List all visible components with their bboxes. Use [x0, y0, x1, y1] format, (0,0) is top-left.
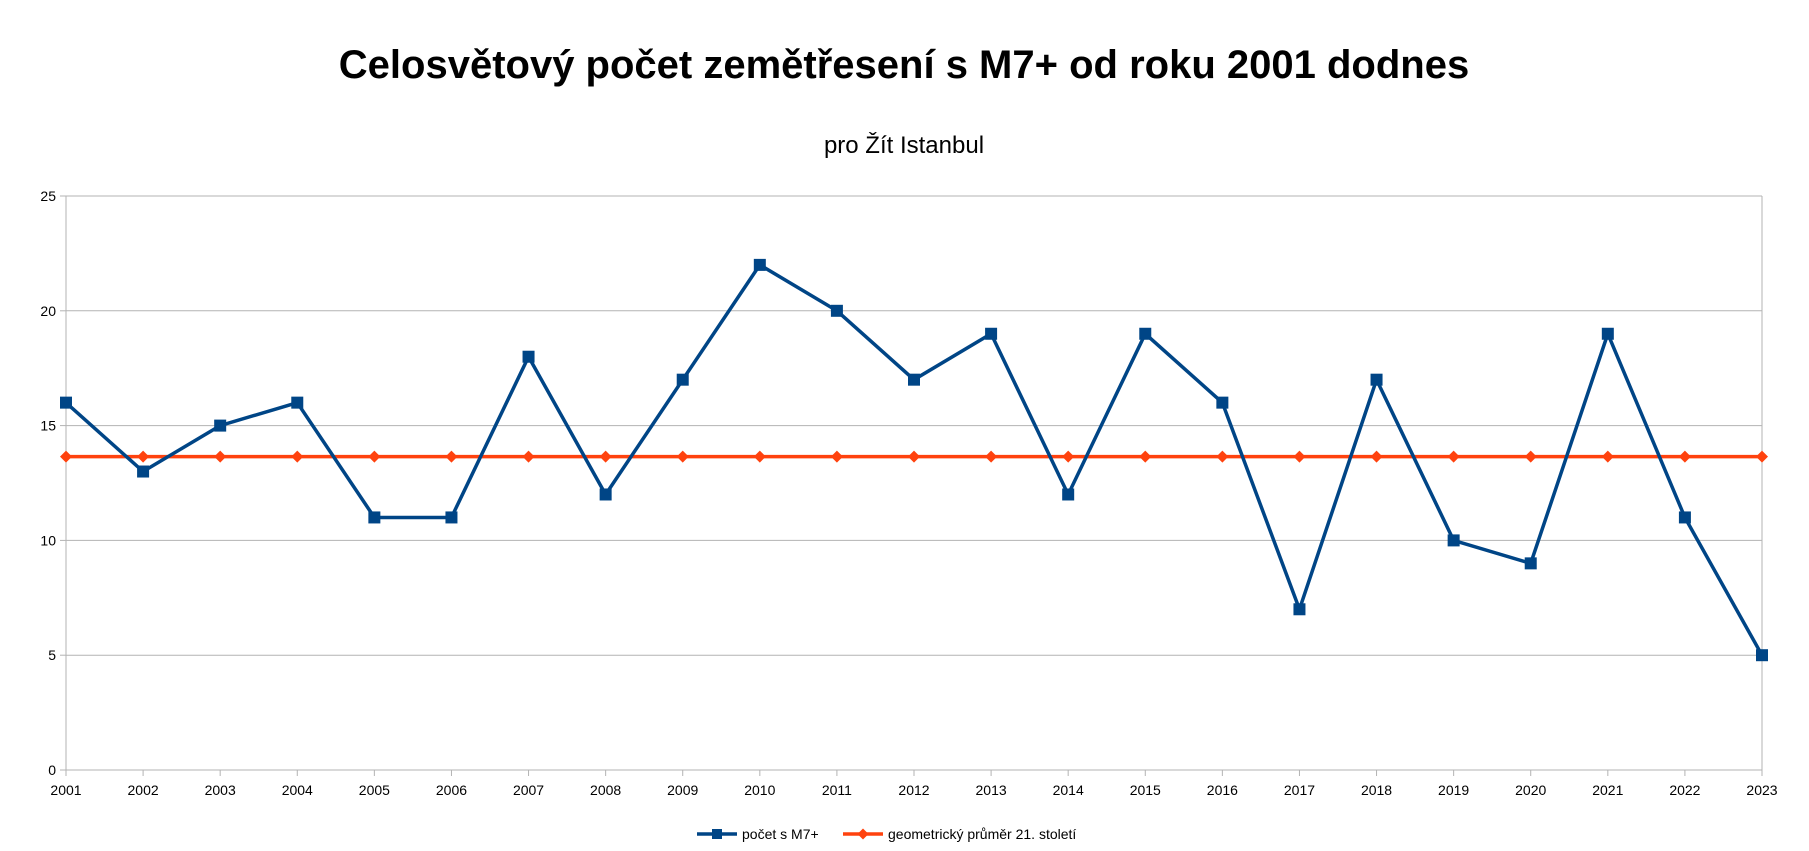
series-0 [60, 258, 1768, 662]
y-tick-label: 20 [40, 303, 56, 319]
data-point [1678, 511, 1691, 524]
data-point [1601, 327, 1614, 340]
data-point [1601, 450, 1614, 463]
x-tick-label: 2006 [436, 782, 467, 798]
data-point [985, 450, 998, 463]
x-tick-label: 2003 [205, 782, 236, 798]
data-point [368, 511, 381, 524]
x-tick-label: 2014 [1053, 782, 1084, 798]
x-tick-label: 2013 [976, 782, 1007, 798]
series-1 [60, 450, 1768, 463]
y-tick-labels: 0 5 10 15 20 25 [40, 188, 56, 778]
data-point [1447, 450, 1460, 463]
legend-item-0: počet s M7+ [697, 826, 819, 842]
x-tick-label: 2004 [282, 782, 313, 798]
data-point [214, 419, 227, 432]
data-point [1062, 450, 1075, 463]
x-tick-label: 2002 [128, 782, 159, 798]
data-point [1370, 450, 1383, 463]
data-point [522, 350, 535, 363]
chart-title: Celosvětový počet zemětřesení s M7+ od r… [339, 43, 1469, 87]
legend-marker [712, 829, 722, 839]
x-tick-label: 2001 [50, 782, 81, 798]
data-point [137, 465, 150, 478]
data-point [985, 327, 998, 340]
x-tick-label: 2022 [1669, 782, 1700, 798]
data-point [60, 396, 72, 409]
y-tick-label: 0 [48, 762, 56, 778]
data-point [445, 511, 458, 524]
data-point [753, 450, 766, 463]
x-tick-label: 2010 [744, 782, 775, 798]
data-point [908, 450, 920, 463]
series-group [60, 258, 1768, 662]
data-point [1062, 488, 1075, 501]
data-point [1447, 534, 1460, 547]
data-point [1293, 450, 1306, 463]
data-point [368, 450, 381, 463]
data-point [1139, 327, 1152, 340]
data-point [60, 450, 72, 463]
data-point [291, 396, 304, 409]
data-point [676, 373, 689, 386]
data-point [599, 450, 612, 463]
x-tick-label: 2016 [1207, 782, 1238, 798]
y-tick-label: 10 [40, 532, 56, 548]
data-point [1524, 557, 1537, 570]
data-point [599, 488, 612, 501]
x-tick-label: 2021 [1592, 782, 1623, 798]
chart-subtitle: pro Žít Istanbul [824, 132, 984, 159]
data-point [908, 373, 920, 386]
x-tick-label: 2023 [1746, 782, 1777, 798]
data-point [1756, 649, 1768, 662]
x-tick-label: 2018 [1361, 782, 1392, 798]
data-point [1216, 450, 1229, 463]
x-tick-label: 2012 [898, 782, 929, 798]
x-tick-label: 2020 [1515, 782, 1546, 798]
data-point [445, 450, 458, 463]
axes [60, 195, 1763, 776]
x-tick-label: 2015 [1130, 782, 1161, 798]
data-point [214, 450, 227, 463]
data-point [1216, 396, 1229, 409]
x-tick-label: 2007 [513, 782, 544, 798]
y-tick-label: 25 [40, 188, 56, 204]
data-point [1139, 450, 1152, 463]
x-tick-label: 2009 [667, 782, 698, 798]
x-tick-labels: 2001 2002 2003 2004 2005 2006 2007 2008 2009 2010… [50, 782, 1777, 798]
legend-label: počet s M7+ [742, 826, 819, 842]
data-point [1293, 603, 1306, 616]
data-point [1524, 450, 1537, 463]
data-point [676, 450, 689, 463]
legend-item-1: geometrický průměr 21. století [843, 826, 1076, 842]
data-point [830, 304, 843, 317]
data-point [830, 450, 843, 463]
legend-label: geometrický průměr 21. století [888, 826, 1076, 842]
x-tick-label: 2011 [822, 782, 852, 798]
y-tick-label: 15 [40, 418, 56, 434]
data-point [522, 450, 535, 463]
grid-lines [66, 195, 1762, 656]
x-tick-label: 2019 [1438, 782, 1469, 798]
legend: počet s M7+ geometrický průměr 21. stolet… [697, 826, 1076, 842]
y-tick-label: 5 [48, 647, 56, 663]
data-point [1756, 450, 1768, 463]
data-point [753, 258, 766, 271]
x-tick-label: 2017 [1284, 782, 1315, 798]
data-point [137, 450, 150, 463]
x-tick-label: 2005 [359, 782, 390, 798]
x-tick-label: 2008 [590, 782, 621, 798]
legend-marker [857, 828, 869, 840]
data-point [1370, 373, 1383, 386]
data-point [291, 450, 304, 463]
data-point [1678, 450, 1691, 463]
